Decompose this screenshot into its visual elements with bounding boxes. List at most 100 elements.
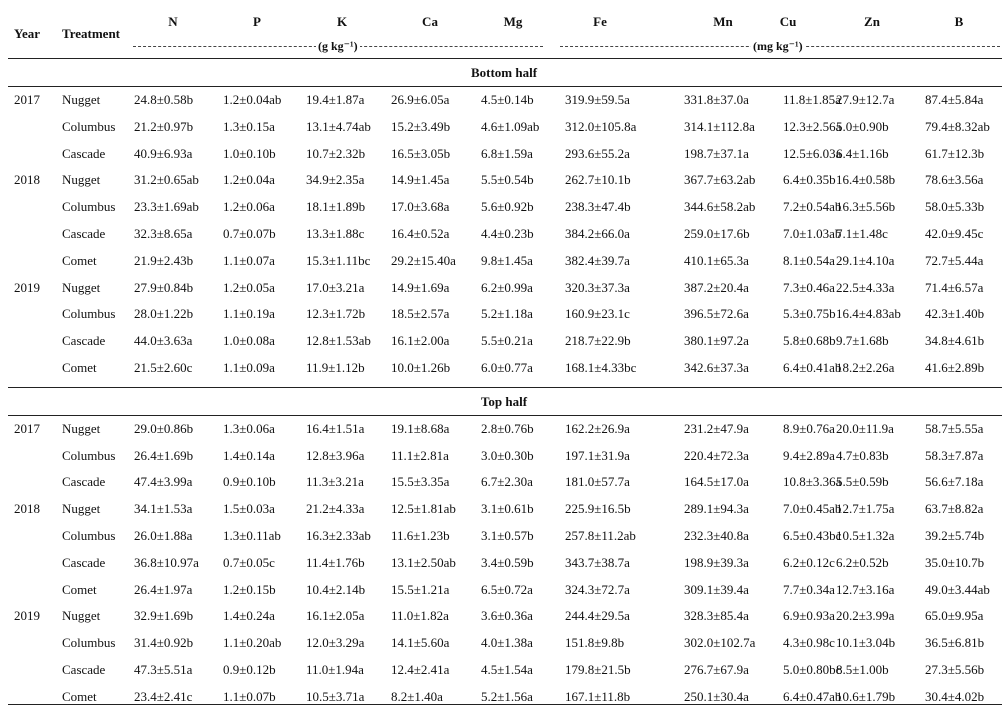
value-cell-mg: 6.7±2.30a xyxy=(481,474,533,490)
table-row: Columbus 23.3±1.69ab 1.2±0.06a 18.1±1.89b 17… xyxy=(0,198,1008,225)
value-cell-zn: 22.5±4.33a xyxy=(836,279,895,295)
value-cell-n: 21.5±2.60c xyxy=(134,360,193,375)
value-cell-k: 18.1±1.89b xyxy=(306,199,366,215)
value-cell-n: 32.3±8.65a xyxy=(134,226,193,241)
value-cell-p: 1.4±0.24a xyxy=(223,608,275,624)
value-cell-fe: 293.6±55.2a xyxy=(565,145,630,161)
bottom-rule xyxy=(8,704,1002,705)
value-cell-ca: 14.9±1.45a xyxy=(391,172,450,188)
year-cell: 2019 xyxy=(14,608,40,624)
value-cell-ca: 14.9±1.69a xyxy=(391,279,450,295)
table-row: Comet 26.4±1.97a 1.2±0.15b 10.4±2.14b 15.5±1… xyxy=(0,581,1008,608)
value-cell-cu: 5.0±0.80bc xyxy=(783,662,842,677)
value-cell-zn: 29.1±4.10a xyxy=(836,252,895,268)
value-cell-k: 15.3±1.11bc xyxy=(306,252,371,268)
value-cell-mn: 198.9±39.3a xyxy=(684,554,749,570)
value-cell-ca: 11.0±1.82a xyxy=(391,608,449,624)
value-cell-zn: 6.4±1.16b xyxy=(836,145,889,161)
value-cell-ca: 14.1±5.60a xyxy=(391,635,450,651)
value-cell-n: 34.1±1.53a xyxy=(134,501,193,517)
value-cell-ca: 16.4±0.52a xyxy=(391,226,450,241)
value-cell-n: 21.2±0.97b xyxy=(134,118,194,134)
value-cell-p: 0.9±0.10b xyxy=(223,474,276,490)
table-row: 2018 Nugget 31.2±0.65ab 1.2±0.04a 34.9±2.35a… xyxy=(0,171,1008,198)
value-cell-p: 1.2±0.04ab xyxy=(223,92,282,107)
value-cell-ca: 17.0±3.68a xyxy=(391,199,450,215)
value-cell-mn: 220.4±72.3a xyxy=(684,447,749,463)
treatment-cell: Cascade xyxy=(62,145,106,161)
treatment-cell: Columbus xyxy=(62,447,116,463)
section-title: Bottom half xyxy=(470,65,538,80)
value-cell-b: 41.6±2.89b xyxy=(925,360,985,375)
value-cell-cu: 7.0±1.03ab xyxy=(783,226,842,241)
value-cell-mn: 198.7±37.1a xyxy=(684,145,749,161)
year-cell: 2018 xyxy=(14,172,40,188)
value-cell-cu: 5.3±0.75b xyxy=(783,306,836,322)
value-cell-mn: 309.1±39.4a xyxy=(684,581,749,597)
value-cell-ca: 11.1±2.81a xyxy=(391,447,449,463)
value-cell-fe: 181.0±57.7a xyxy=(565,474,630,490)
value-cell-fe: 384.2±66.0a xyxy=(565,226,630,241)
treatment-cell: Nugget xyxy=(62,501,101,517)
value-cell-cu: 10.8±3.36a xyxy=(783,474,842,490)
treatment-cell: Nugget xyxy=(62,279,101,295)
value-cell-mg: 6.0±0.77a xyxy=(481,360,533,375)
value-cell-ca: 12.5±1.81ab xyxy=(391,501,456,517)
value-cell-zn: 5.0±0.90b xyxy=(836,118,889,134)
value-cell-cu: 7.7±0.34a xyxy=(783,581,835,597)
value-cell-k: 10.4±2.14b xyxy=(306,581,366,597)
value-cell-mn: 380.1±97.2a xyxy=(684,333,749,349)
value-cell-cu: 9.4±2.89a xyxy=(783,447,835,463)
value-cell-n: 28.0±1.22b xyxy=(134,306,194,322)
value-cell-mn: 302.0±102.7a xyxy=(684,635,756,651)
value-cell-n: 44.0±3.63a xyxy=(134,333,193,349)
value-cell-ca: 13.1±2.50ab xyxy=(391,554,456,570)
value-cell-b: 27.3±5.56b xyxy=(925,662,985,677)
value-cell-k: 13.1±4.74ab xyxy=(306,118,371,134)
value-cell-b: 87.4±5.84a xyxy=(925,92,984,107)
value-cell-b: 72.7±5.44a xyxy=(925,252,984,268)
value-cell-mn: 342.6±37.3a xyxy=(684,360,749,375)
value-cell-b: 79.4±8.32ab xyxy=(925,118,990,134)
value-cell-p: 1.2±0.05a xyxy=(223,279,275,295)
value-cell-mn: 328.3±85.4a xyxy=(684,608,749,624)
value-cell-fe: 238.3±47.4b xyxy=(565,199,631,215)
section-rule xyxy=(8,386,1002,388)
value-cell-k: 11.0±1.94a xyxy=(306,662,364,677)
table-row: Columbus 28.0±1.22b 1.1±0.19a 12.3±1.72b 18.… xyxy=(0,305,1008,332)
value-cell-cu: 6.4±0.35b xyxy=(783,172,836,188)
value-cell-mn: 250.1±30.4a xyxy=(684,688,749,704)
treatment-cell: Nugget xyxy=(62,172,101,188)
value-cell-cu: 8.1±0.54a xyxy=(783,252,835,268)
value-cell-fe: 319.9±59.5a xyxy=(565,92,630,107)
value-cell-mn: 344.6±58.2ab xyxy=(684,199,756,215)
value-cell-zn: 12.7±3.16a xyxy=(836,581,895,597)
value-cell-cu: 4.3±0.98c xyxy=(783,635,835,651)
value-cell-k: 12.0±3.29a xyxy=(306,635,365,651)
value-cell-fe: 179.8±21.5b xyxy=(565,662,631,677)
value-cell-mn: 396.5±72.6a xyxy=(684,306,749,322)
value-cell-k: 11.3±3.21a xyxy=(306,474,364,490)
header-treatment: Treatment xyxy=(62,26,120,41)
value-cell-cu: 7.0±0.45ab xyxy=(783,501,842,517)
value-cell-zn: 4.7±0.83b xyxy=(836,447,889,463)
value-cell-k: 19.4±1.87a xyxy=(306,92,365,107)
value-cell-b: 58.3±7.87a xyxy=(925,447,984,463)
value-cell-ca: 10.0±1.26b xyxy=(391,360,451,375)
table-row: 2017 Nugget 29.0±0.86b 1.3±0.06a 16.4±1.51a 1… xyxy=(0,420,1008,447)
header-k: K xyxy=(336,14,348,29)
header-mn: Mn xyxy=(713,14,733,29)
value-cell-b: 61.7±12.3b xyxy=(925,145,985,161)
unit-micro: (mg kg⁻¹) xyxy=(751,38,805,54)
value-cell-p: 1.2±0.06a xyxy=(223,199,275,215)
value-cell-mn: 276.7±67.9a xyxy=(684,662,749,677)
value-cell-fe: 257.8±11.2ab xyxy=(565,528,636,543)
value-cell-b: 34.8±4.61b xyxy=(925,333,985,349)
table-row: 2018 Nugget 34.1±1.53a 1.5±0.03a 21.2±4.33a 1… xyxy=(0,500,1008,527)
value-cell-mg: 4.0±1.38a xyxy=(481,635,533,651)
treatment-cell: Comet xyxy=(62,688,97,704)
value-cell-mg: 3.4±0.59b xyxy=(481,554,534,570)
value-cell-n: 23.3±1.69ab xyxy=(134,199,199,215)
value-cell-mg: 4.4±0.23b xyxy=(481,226,534,241)
value-cell-mg: 5.2±1.56a xyxy=(481,688,533,704)
